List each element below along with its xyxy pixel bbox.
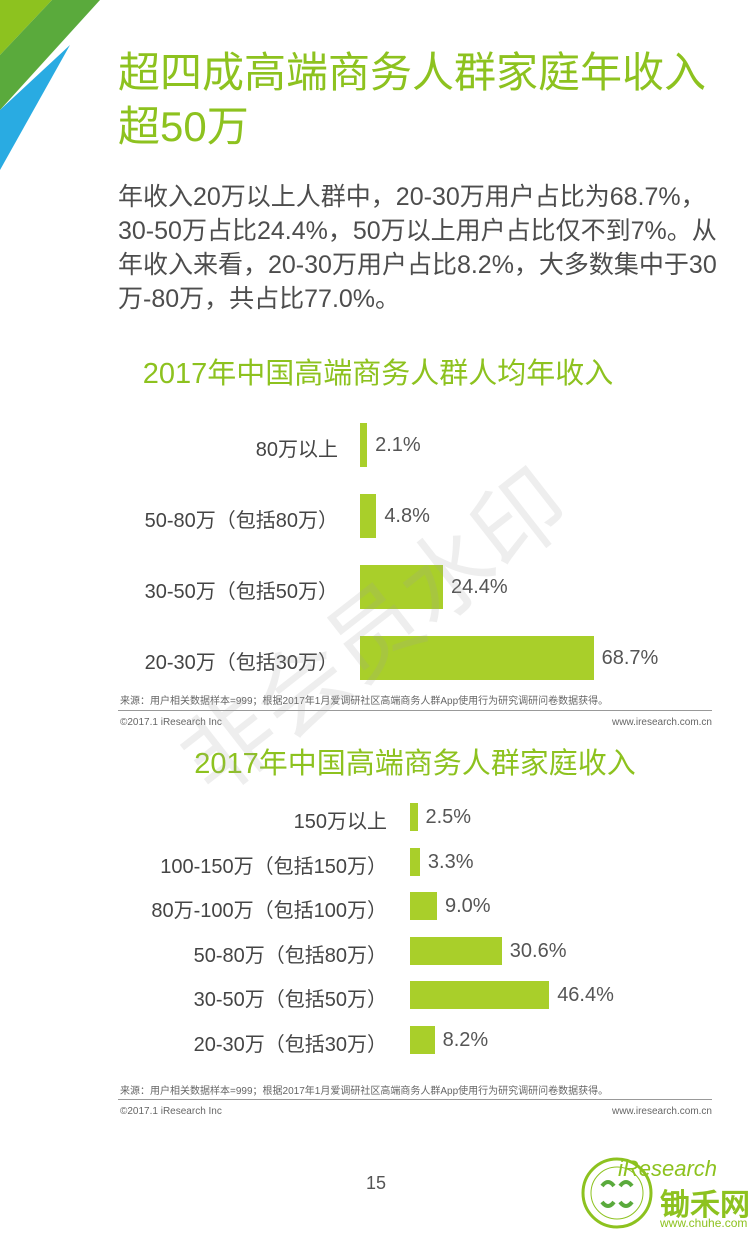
chart1-category-label: 20-30万（包括30万）: [144, 652, 338, 674]
chart1-website: www.iresearch.com.cn: [611, 717, 712, 728]
chart1-bar: [360, 423, 368, 467]
chart2-value-label: 9.0%: [445, 895, 491, 917]
chart2-category-label: 30-50万（包括50万）: [193, 989, 387, 1011]
chart2-divider: [118, 1099, 712, 1100]
chart1-source: 来源：用户相关数据样本=999；根据2017年1月爱调研社区高端商务人群App使…: [120, 696, 609, 707]
intro-paragraph: 年收入20万以上人群中，20-30万用户占比为68.7%，30-50万占比24.…: [118, 183, 717, 313]
chart2-bar: [410, 847, 420, 876]
chart2-value-label: 2.5%: [425, 806, 472, 828]
chart2-category-label: 20-30万（包括30万）: [193, 1033, 387, 1056]
chart2-category-label: 100-150万（包括150万）: [160, 855, 387, 878]
site-url: www.chuhe.com: [660, 1216, 748, 1230]
chart1-value-label: 24.4%: [450, 576, 508, 598]
chart1-title: 2017年中国高端商务人群人均年收入: [142, 358, 614, 390]
corner-decoration: [0, 0, 100, 170]
chart2-value-label: 3.3%: [427, 850, 474, 873]
chart2-bar: [410, 981, 550, 1009]
chuhe-seal-icon: [581, 1157, 653, 1229]
chart2-website: www.iresearch.com.cn: [611, 1106, 712, 1117]
chart2-category-label: 50-80万（包括80万）: [193, 944, 387, 967]
chart1-value-label: 4.8%: [384, 505, 430, 527]
chart1-bar: [360, 494, 377, 538]
chart1-copyright: ©2017.1 iResearch Inc: [120, 717, 222, 728]
chart1-category-label: 80万以上: [255, 439, 338, 461]
site-name: 锄禾网: [660, 1189, 750, 1222]
chart2-category-label: 150万以上: [293, 811, 387, 833]
chart2-bar: [410, 1025, 435, 1054]
chart1-category-label: 30-50万（包括50万）: [144, 581, 338, 603]
iresearch-logo-text: iResearch: [618, 1156, 718, 1181]
chart2-title: 2017年中国高端商务人群家庭收入: [194, 748, 636, 780]
chart1-category-label: 50-80万（包括80万）: [144, 510, 338, 532]
chart2-bar: [410, 936, 502, 965]
chart1-bar: [360, 565, 443, 609]
chart2-bar: [410, 803, 418, 831]
chart2-bar: [410, 892, 437, 920]
page-number: 15: [366, 1173, 387, 1193]
chart1-bar: [360, 636, 594, 680]
chart2-copyright: ©2017.1 iResearch Inc: [120, 1106, 222, 1117]
chart2-category-label: 80万-100万（包括100万）: [151, 900, 387, 922]
chart2-source: 来源：用户相关数据样本=999；根据2017年1月爱调研社区高端商务人群App使…: [120, 1086, 609, 1097]
chart1-value-label: 2.1%: [375, 434, 421, 456]
chart2-value-label: 30.6%: [509, 939, 567, 962]
chart1-divider: [118, 710, 712, 711]
chart2-value-label: 8.2%: [442, 1028, 489, 1051]
page-title: 超四成高端商务人群家庭年收入超50万: [118, 49, 707, 150]
chart1-value-label: 68.7%: [601, 647, 659, 669]
chart2-value-label: 46.4%: [557, 984, 614, 1006]
